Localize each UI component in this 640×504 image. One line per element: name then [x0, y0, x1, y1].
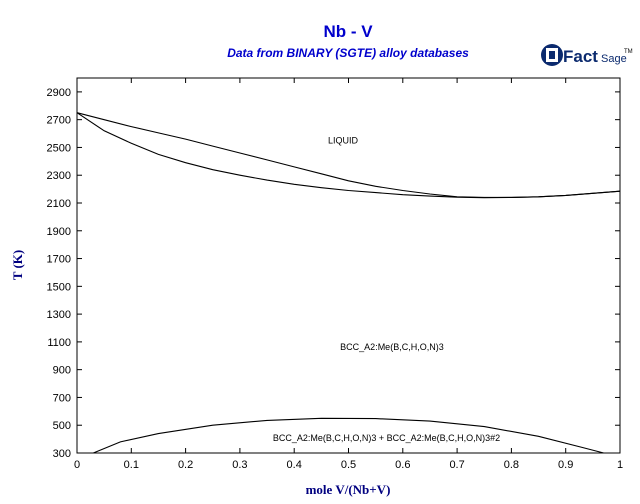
x-tick-label: 0.7 — [449, 459, 464, 471]
x-tick-label: 0.1 — [124, 459, 139, 471]
y-tick-label: 2100 — [47, 198, 71, 210]
phase-boundary-line-1 — [76, 112, 621, 198]
y-tick-label: 900 — [53, 365, 71, 377]
series-group — [76, 112, 621, 454]
x-tick-label: 0.5 — [341, 459, 356, 471]
y-tick-label: 1900 — [47, 226, 71, 238]
logo-trademark: TM — [624, 49, 633, 55]
y-tick-label: 1500 — [47, 281, 71, 293]
y-tick-label: 1100 — [47, 337, 71, 349]
region-label: BCC_A2:Me(B,C,H,O,N)3 — [340, 342, 444, 352]
y-tick-label: 2300 — [47, 170, 71, 182]
y-tick-label: 2900 — [47, 87, 71, 99]
region-label: BCC_A2:Me(B,C,H,O,N)3 + BCC_A2:Me(B,C,H,… — [273, 433, 500, 443]
y-tick-label: 2500 — [47, 142, 71, 154]
logo-fact-text: Fact — [563, 47, 598, 66]
x-tick-label: 0.9 — [558, 459, 573, 471]
y-tick-label: 500 — [53, 420, 71, 432]
phase-boundary-line-3 — [93, 417, 604, 454]
x-axis: 0 0.1 0.2 0.3 0.4 0.5 0.6 0.7 0.8 0.9 1 — [74, 78, 623, 471]
x-tick-label: 0 — [74, 459, 80, 471]
annotations: LIQUID BCC_A2:Me(B,C,H,O,N)3 BCC_A2:Me(B,C… — [273, 135, 500, 443]
x-tick-label: 1 — [617, 459, 623, 471]
y-tick-label: 1700 — [47, 254, 71, 266]
x-tick-label: 0.3 — [232, 459, 247, 471]
x-tick-label: 0.2 — [178, 459, 193, 471]
region-label: LIQUID — [328, 135, 359, 145]
y-tick-label: 1300 — [47, 309, 71, 321]
x-tick-label: 0.8 — [504, 459, 519, 471]
y-axis: 300 500 700 900 1100 1300 1500 1700 1900 2100 2300… — [47, 87, 620, 460]
y-tick-label: 700 — [53, 392, 71, 404]
chart-subtitle: Data from BINARY (SGTE) alloy databases — [227, 46, 469, 60]
logo-sage-text: Sage — [601, 53, 627, 65]
y-tick-label: 300 — [53, 448, 71, 460]
plot-frame — [76, 77, 621, 454]
y-tick-label: 2700 — [47, 115, 71, 127]
x-tick-label: 0.4 — [287, 459, 302, 471]
chart-title: Nb - V — [323, 22, 373, 41]
phase-boundary-line-2 — [76, 112, 621, 199]
x-axis-label: mole V/(Nb+V) — [306, 482, 391, 497]
factsage-logo: Fact Sage TM — [541, 44, 633, 66]
logo-mark-icon — [541, 44, 563, 66]
x-tick-label: 0.6 — [395, 459, 410, 471]
y-axis-label: T (K) — [10, 250, 25, 280]
